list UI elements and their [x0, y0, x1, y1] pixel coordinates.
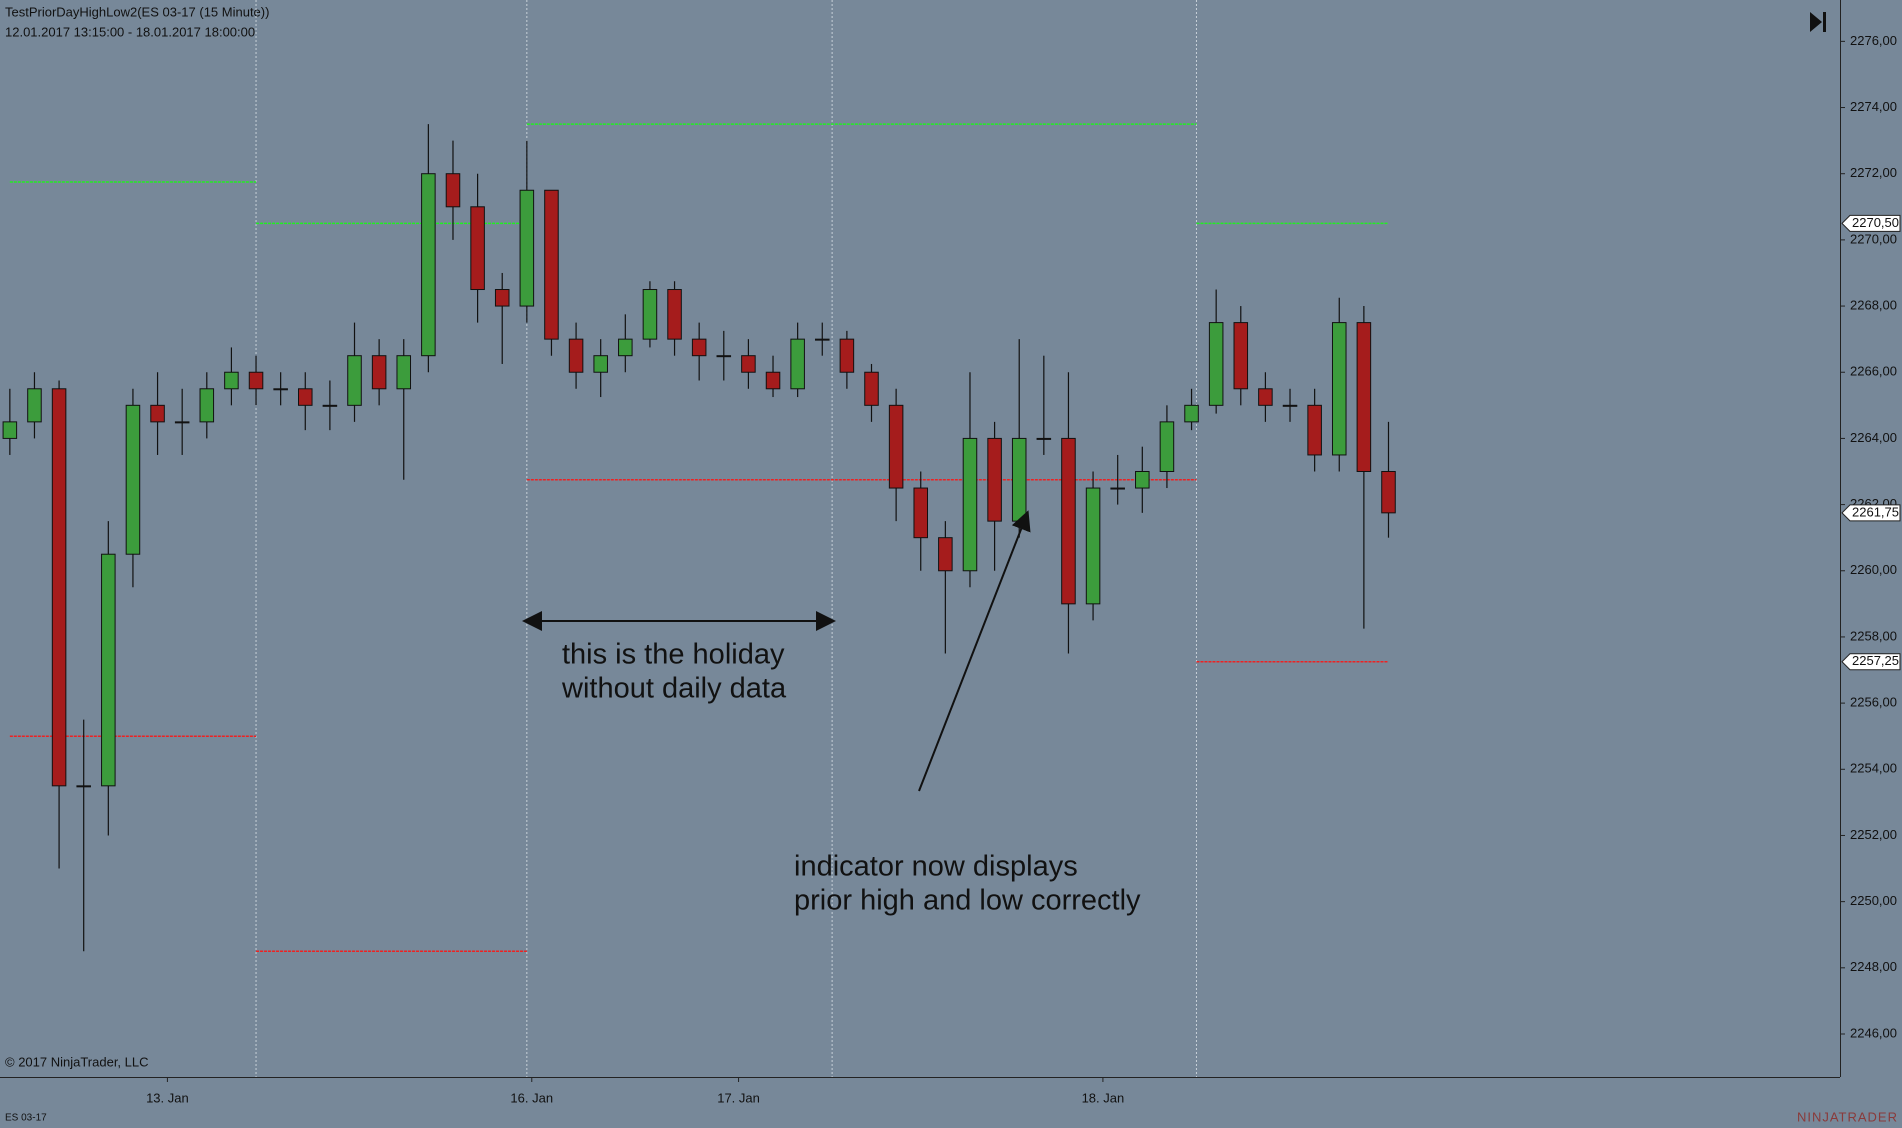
y-tick-label: 2258,00 — [1850, 628, 1897, 643]
x-tick-label: 16. Jan — [510, 1090, 553, 1105]
candle-body — [814, 338, 830, 341]
annotation: this is the holiday — [562, 639, 785, 671]
candle-body — [765, 371, 781, 390]
candle-body — [864, 371, 879, 406]
candle-body — [421, 173, 436, 357]
y-tick-label: 2256,00 — [1850, 695, 1897, 710]
candle-body — [1282, 404, 1298, 407]
candle-body — [1011, 437, 1027, 522]
candle-body — [938, 537, 953, 572]
price-marker-label: 2257,25 — [1852, 653, 1899, 668]
y-tick-label: 2248,00 — [1850, 959, 1897, 974]
candle-body — [125, 404, 141, 555]
candle-body — [888, 404, 904, 489]
instrument: ES 03-17 — [5, 1113, 47, 1124]
candle-body — [790, 338, 805, 390]
chart-subtitle: 12.01.2017 13:15:00 - 18.01.2017 18:00:0… — [5, 24, 255, 39]
candle-body — [1085, 487, 1101, 605]
candle-body — [667, 289, 682, 340]
candle-body — [1381, 470, 1396, 514]
arrow — [918, 510, 1031, 792]
candle-body — [51, 388, 67, 787]
y-tick-label: 2276,00 — [1850, 33, 1897, 48]
candle-body — [199, 388, 215, 423]
candle-body — [987, 437, 1002, 522]
candle-body — [1258, 388, 1273, 406]
price-marker — [1841, 504, 1901, 522]
candle-body — [1159, 421, 1175, 472]
candle-body — [470, 206, 485, 291]
candle-body — [150, 404, 165, 423]
y-tick-label: 2264,00 — [1850, 430, 1897, 445]
y-tick-label: 2270,00 — [1850, 231, 1897, 246]
candle-body — [1184, 404, 1199, 423]
candle-body — [224, 371, 239, 390]
candle-body — [1110, 487, 1125, 490]
candle-body — [396, 355, 412, 390]
candle-body — [445, 173, 461, 208]
annotation: prior high and low correctly — [794, 885, 1141, 917]
price-marker-label: 2270,50 — [1852, 215, 1899, 230]
candle-body — [27, 388, 42, 423]
candle-body — [248, 371, 264, 390]
candle-body — [494, 289, 510, 307]
candle-body — [371, 355, 387, 390]
copyright: © 2017 NinjaTrader, LLC — [5, 1054, 149, 1069]
candle-body — [839, 338, 855, 373]
candle-body — [593, 355, 608, 373]
icon[interactable] — [1810, 12, 1822, 32]
y-tick-label: 2268,00 — [1850, 297, 1897, 312]
candle-body — [1061, 437, 1076, 605]
candle-body — [1036, 437, 1052, 440]
candle-body — [298, 388, 313, 406]
y-tick-label: 2246,00 — [1850, 1025, 1897, 1040]
price-marker — [1841, 214, 1901, 232]
brand: NINJATRADER — [1797, 1109, 1898, 1124]
candle-body — [322, 404, 338, 407]
candle-body — [76, 785, 91, 788]
icon[interactable] — [1823, 12, 1826, 32]
y-tick-label: 2274,00 — [1850, 99, 1897, 114]
price-marker-label: 2261,75 — [1852, 504, 1899, 519]
candle-body — [1233, 322, 1249, 390]
candle-body — [273, 388, 288, 391]
x-tick-label: 17. Jan — [717, 1090, 760, 1105]
x-tick-label: 18. Jan — [1082, 1090, 1125, 1105]
candle-body — [1135, 470, 1150, 489]
y-tick-label: 2250,00 — [1850, 893, 1897, 908]
candle-body — [716, 355, 732, 358]
scroll-end-button[interactable] — [1810, 12, 1826, 32]
y-tick-label: 2252,00 — [1850, 827, 1897, 842]
candle-body — [1356, 322, 1372, 472]
candle-body — [1307, 404, 1322, 456]
candle-body — [568, 338, 584, 373]
y-tick-label: 2266,00 — [1850, 364, 1897, 379]
candle-body — [741, 355, 756, 373]
x-tick-label: 13. Jan — [146, 1090, 189, 1105]
candle-body — [544, 189, 559, 340]
candle-body — [962, 437, 978, 572]
candle-body — [691, 338, 707, 357]
annotation: without daily data — [561, 673, 787, 705]
y-tick-label: 2272,00 — [1850, 165, 1897, 180]
candle-body — [1331, 322, 1347, 456]
annotation: indicator now displays — [794, 851, 1078, 883]
y-tick-label: 2260,00 — [1850, 562, 1897, 577]
candle-body — [642, 289, 658, 340]
candle-body — [174, 421, 190, 424]
candle-body — [1208, 322, 1224, 406]
candle-body — [618, 338, 633, 357]
price-marker — [1841, 653, 1901, 671]
candle-body — [519, 189, 535, 307]
chart-title: TestPriorDayHighLow2(ES 03-17 (15 Minute… — [5, 4, 269, 19]
candle-body — [2, 421, 18, 439]
candle-body — [347, 355, 362, 406]
candle-body — [101, 553, 116, 787]
candle-body — [913, 487, 929, 539]
y-tick-label: 2254,00 — [1850, 761, 1897, 776]
